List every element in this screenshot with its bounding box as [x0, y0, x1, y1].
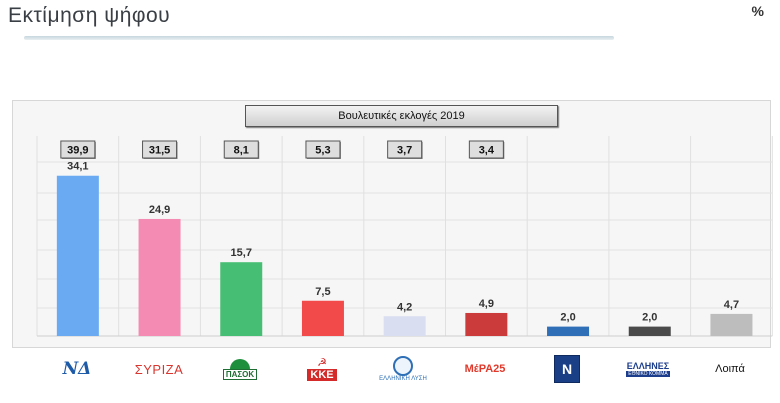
bar-6 — [547, 326, 590, 336]
party-logo-row: ΝΔ ΣΥΡΙΖΑ ΠΑΣΟΚ ☭ ΚΚΕ ΕΛΛΗΝΙΚΗ ΛΥΣΗ ΜέΡΑ… — [0, 346, 780, 403]
bar-value-label-4: 4,2 — [397, 301, 412, 313]
reference-box-1 — [142, 140, 178, 159]
elliniki-lysi-emblem-icon — [393, 356, 413, 376]
bar-3 — [301, 300, 344, 336]
bar-0 — [56, 175, 99, 336]
mera25-logo-text: ΜέΡΑ — [464, 363, 494, 375]
bar-value-label-3: 7,5 — [315, 286, 330, 298]
kke-logo-text: ΚΚΕ — [307, 368, 337, 381]
pasok-logo: ΠΑΣΟΚ — [205, 352, 275, 386]
bar-value-label-6: 2,0 — [560, 312, 575, 324]
bar-value-label-5: 4,9 — [479, 298, 494, 310]
reference-banner: Βουλευτικές εκλογές 2019 — [245, 105, 558, 127]
reference-value-label-3: 5,3 — [315, 145, 330, 157]
reference-value-label-2: 8,1 — [234, 145, 249, 157]
reference-box-2 — [223, 140, 259, 159]
syriza-logo-text: ΣΥΡΙΖΑ — [134, 361, 184, 377]
niki-logo-text: Ν — [554, 355, 580, 383]
other-label-text: Λοιπά — [715, 363, 745, 375]
syriza-logo: ΣΥΡΙΖΑ — [124, 352, 194, 386]
bar-value-label-7: 2,0 — [642, 312, 657, 324]
other-label: Λοιπά — [695, 352, 765, 386]
bar-4 — [383, 316, 426, 336]
reference-box-0 — [60, 140, 96, 159]
ellines-logo-subtext: ΕΘΝΙΚΟ ΚΟΜΜΑ — [626, 371, 670, 377]
mera25-logo-number: 25 — [493, 363, 506, 375]
bar-value-label-1: 24,9 — [149, 204, 170, 216]
reference-value-label-0: 39,9 — [67, 145, 88, 157]
elliniki-lysi-logo-text: ΕΛΛΗΝΙΚΗ ΛΥΣΗ — [379, 376, 427, 382]
bar-5 — [465, 312, 508, 336]
bar-8 — [710, 313, 753, 336]
bar-1 — [138, 218, 181, 336]
niki-logo: Ν — [532, 352, 602, 386]
reference-value-label-4: 3,7 — [397, 145, 412, 157]
title-underline — [24, 36, 614, 40]
elliniki-lysi-logo: ΕΛΛΗΝΙΚΗ ΛΥΣΗ — [368, 352, 438, 386]
pasok-logo-text: ΠΑΣΟΚ — [222, 368, 258, 380]
bar-value-label-8: 4,7 — [724, 299, 739, 311]
kke-logo: ☭ ΚΚΕ — [287, 352, 357, 386]
reference-box-5 — [468, 140, 504, 159]
reference-box-4 — [387, 140, 423, 159]
ellines-logo-text: ΕΛΛΗΝΕΣ — [626, 361, 670, 371]
ellines-logo: ΕΛΛΗΝΕΣ ΕΘΝΙΚΟ ΚΟΜΜΑ — [613, 352, 683, 386]
mera25-logo: ΜέΡΑ 25 — [450, 352, 520, 386]
unit-sign: % — [751, 3, 764, 19]
pasok-sun-icon — [230, 358, 250, 369]
reference-value-label-5: 3,4 — [479, 145, 495, 157]
bar-2 — [220, 262, 263, 336]
nd-logo: ΝΔ — [42, 352, 112, 386]
bar-7 — [628, 326, 671, 336]
hammer-sickle-icon: ☭ — [317, 356, 327, 369]
bar-value-label-2: 15,7 — [231, 247, 252, 259]
page-title: Εκτίμηση ψήφου — [8, 4, 171, 27]
nd-logo-text: ΝΔ — [62, 359, 92, 379]
bar-value-label-0: 34,1 — [67, 161, 88, 173]
reference-box-3 — [305, 140, 341, 159]
reference-value-label-1: 31,5 — [149, 145, 170, 157]
